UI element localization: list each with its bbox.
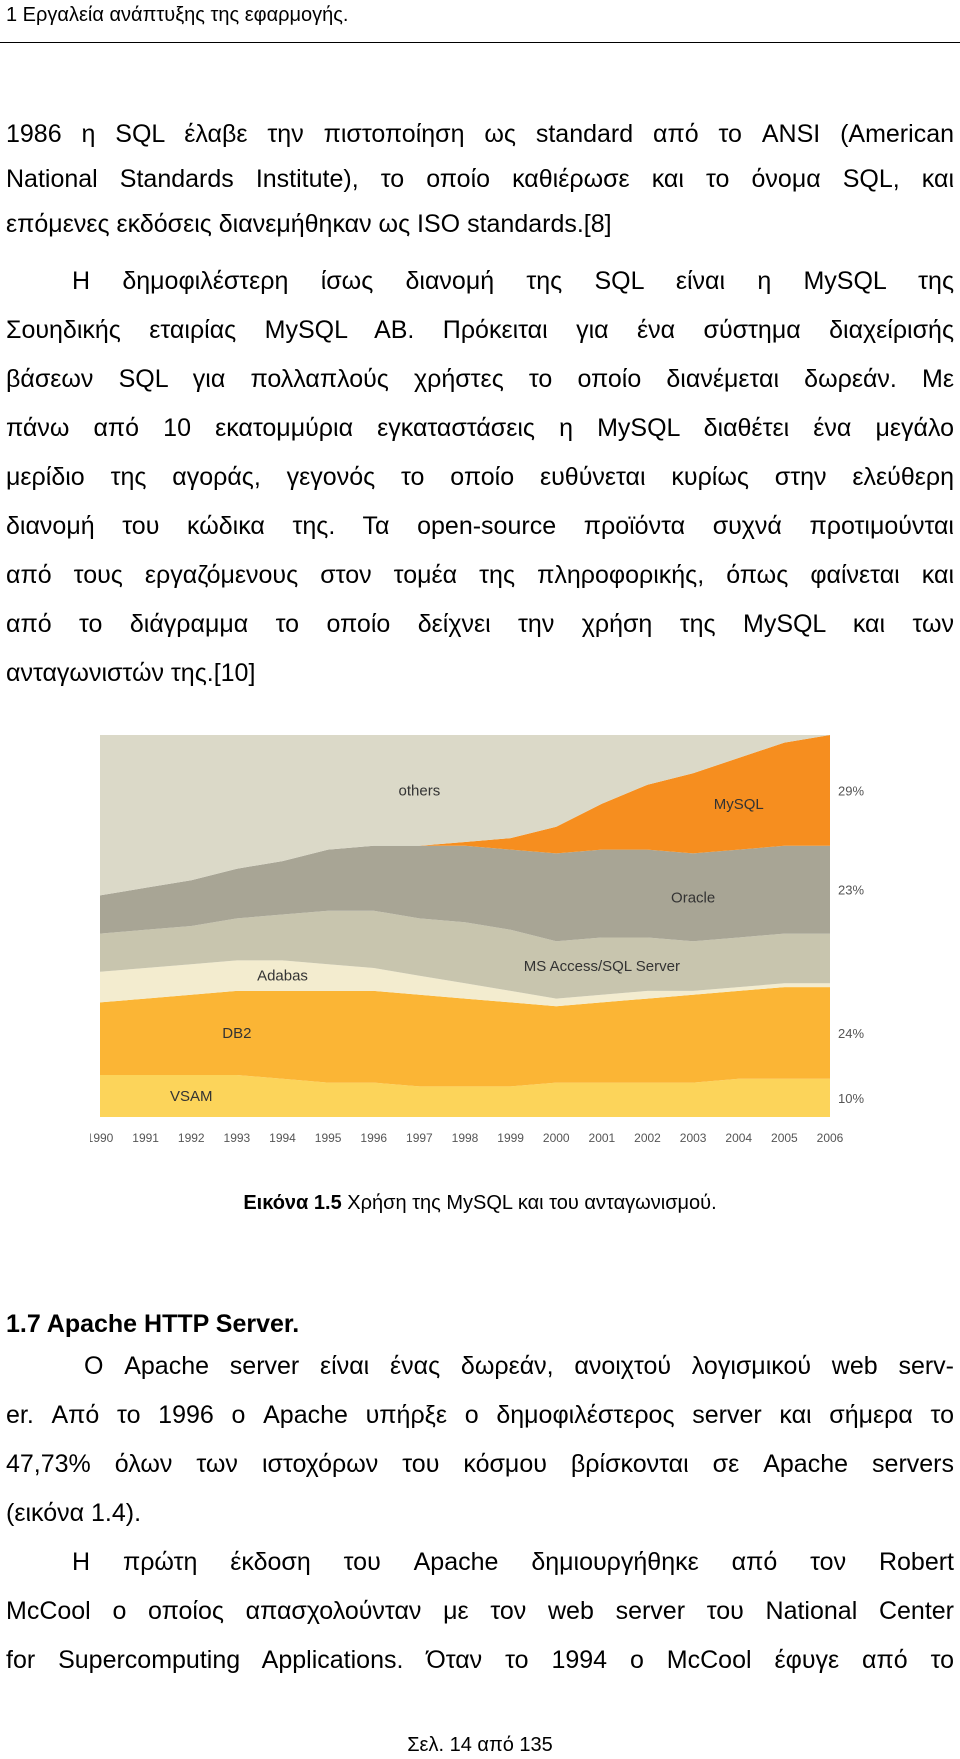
text-line: National Standards Institute), το οποίο … [6,165,954,193]
series-label: Oracle [671,889,715,906]
mysql-paragraph: Η δημοφιλέστερη ίσως διανομή της SQL είν… [6,257,954,698]
x-tick-label: 1995 [315,1131,342,1145]
x-tick-label: 1996 [360,1131,387,1145]
text-line: Η πρώτη έκδοση του Apache δημιουργήθηκε … [72,1548,954,1576]
x-tick-label: 2004 [725,1131,752,1145]
market-share-area-chart: VSAM DB2 Adabas MS Access/SQL Server Oracle M… [90,735,864,1145]
apache-paragraph-2: Η πρώτη έκδοση του Apache δημιουργήθηκε … [6,1538,954,1685]
x-tick-label: 2006 [817,1131,844,1145]
area-others [100,735,830,896]
text-line: μερίδιο της αγοράς, γεγονός το οποίο ευθ… [6,463,954,491]
text-line: McCool ο οποίος απασχολούνταν με τον web… [6,1597,954,1625]
text-line: 47,73% όλων των ιστοχόρων του κόσμου βρί… [6,1450,954,1478]
x-tick-label: 1990 [90,1131,114,1145]
x-tick-label: 2001 [589,1131,616,1145]
text-line: (εικόνα 1.4). [6,1499,142,1527]
series-label: others [399,782,441,799]
right-percent-label: 10% [838,1091,864,1106]
text-line: Σουηδικής εταιρίας MySQL AB. Πρόκειται γ… [6,316,954,344]
x-tick-label: 1991 [132,1131,159,1145]
caption-text: Χρήση της MySQL και του ανταγωνισμού. [341,1192,717,1214]
series-label: MS Access/SQL Server [524,958,680,975]
page-footer: Σελ. 14 από 135 [407,1734,553,1756]
x-tick-label: 2005 [771,1131,798,1145]
figure-caption: Εικόνα 1.5 Χρήση της MySQL και του ανταγ… [0,1192,960,1215]
header-title: 1 Εργαλεία ανάπτυξης της εφαρμογής. [6,4,349,26]
section-heading: 1.7 Apache HTTP Server. [6,1310,300,1338]
series-label: DB2 [222,1025,251,1042]
text-line: Η δημοφιλέστερη ίσως διανομή της SQL είν… [72,267,954,295]
text-line: βάσεων SQL για πολλαπλούς χρήστες το οπο… [6,365,954,393]
area-vsam [100,1075,830,1117]
right-percent-label: 23% [838,883,864,898]
area-adabas [100,960,830,1007]
text-line: από το διάγραμμα το οποίο δείχνει την χρ… [6,610,954,638]
series-label: VSAM [170,1088,213,1105]
x-tick-label: 1997 [406,1131,433,1145]
right-percent-label: 29% [838,783,864,798]
text-line: πάνω από 10 εκατομμύρια εγκαταστάσεις η … [6,414,954,442]
area-oracle [100,845,830,942]
x-tick-label: 2000 [543,1131,570,1145]
series-label: MySQL [714,796,764,813]
text-line: επόμενες εκδόσεις διανεμήθηκαν ως ISO st… [6,210,612,238]
text-line: από τους εργαζόμενους στον τομέα της πλη… [6,561,954,589]
text-line: Ο Apache server είναι ένας δωρεάν, ανοιχ… [84,1352,954,1380]
text-line: ανταγωνιστών της.[10] [6,659,256,687]
area-mysql [100,735,830,896]
x-tick-label: 1994 [269,1131,296,1145]
x-tick-label: 1998 [452,1131,479,1145]
right-percent-label: 24% [838,1026,864,1041]
text-line: 1986 η SQL έλαβε την πιστοποίηση ως stan… [6,120,954,148]
page-header: 1 Εργαλεία ανάπτυξης της εφαρμογής. [0,0,960,43]
x-tick-label: 2002 [634,1131,661,1145]
x-tick-label: 2003 [680,1131,707,1145]
x-tick-label: 1993 [224,1131,251,1145]
series-label: Adabas [257,968,308,985]
x-tick-label: 1992 [178,1131,205,1145]
text-line: for Supercomputing Applications. Όταν το… [6,1646,954,1674]
text-line: er. Από το 1996 ο Apache υπήρξε ο δημοφι… [6,1401,954,1429]
text-line: διανομή του κώδικα της. Τα open-source π… [6,512,954,540]
apache-paragraph-1: Ο Apache server είναι ένας δωρεάν, ανοιχ… [6,1342,954,1538]
intro-paragraph: 1986 η SQL έλαβε την πιστοποίηση ως stan… [6,112,954,247]
area-ms-access-sql-server [100,910,830,999]
caption-label: Εικόνα 1.5 [243,1192,342,1214]
area-db2 [100,987,830,1087]
x-tick-label: 1999 [497,1131,524,1145]
